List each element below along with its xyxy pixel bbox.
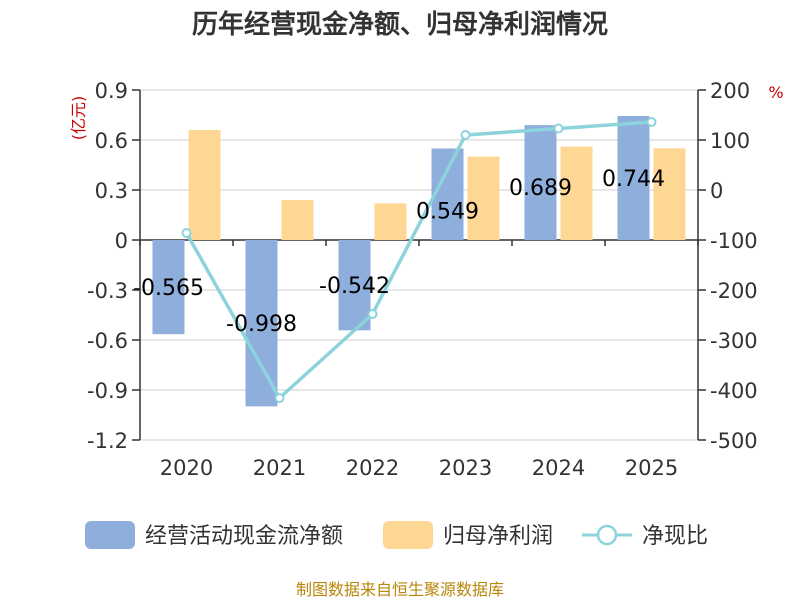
x-tick-label: 2022 [346, 456, 399, 480]
data-label-cashflow: -0.542 [319, 274, 390, 299]
left-axis-unit: (亿元) [69, 96, 88, 141]
chart-title: 历年经营现金净额、归母净利润情况 [192, 9, 608, 40]
bar-profit [188, 130, 221, 240]
left-tick-label: 0 [115, 229, 128, 253]
ratio-point [460, 130, 471, 140]
bar-profit [560, 146, 593, 240]
data-label-cashflow: -0.998 [226, 312, 297, 337]
gridlines [140, 89, 698, 441]
source-note: 制图数据来自恒生聚源数据库 [296, 580, 504, 599]
x-tick-label: 2025 [625, 456, 678, 480]
right-tick-label: 100 [710, 129, 750, 153]
legend-label-ratio: 净现比 [642, 524, 708, 549]
legend: 经营活动现金流净额 归母净利润 净现比 [85, 521, 708, 549]
left-axis-ticks: 0.9 0.6 0.3 0 -0.3 -0.6 -0.9 -1.2 [87, 79, 140, 453]
right-axis-ticks: 200 100 0 -100 -200 -300 -400 -500 [698, 79, 758, 453]
line-series [181, 117, 657, 403]
ratio-point [181, 228, 192, 238]
bar-profit [467, 156, 500, 240]
left-tick-label: -0.9 [87, 379, 128, 403]
data-labels: -0.565 -0.998 -0.542 0.549 0.689 0.744 [133, 167, 665, 337]
left-tick-label: 0.6 [95, 129, 128, 153]
bar-cashflow [617, 116, 650, 240]
x-axis-ticks: 2020 2021 2022 2023 2024 2025 [160, 456, 678, 480]
bar-cashflow [338, 240, 371, 331]
legend-swatch-profit [383, 521, 433, 549]
x-tick-label: 2021 [253, 456, 306, 480]
ratio-point [553, 123, 564, 134]
right-tick-label: -500 [710, 429, 758, 453]
right-axis-unit: % [768, 83, 783, 102]
ratio-point [367, 309, 378, 319]
bar-cashflow [245, 240, 278, 407]
ratio-point [274, 393, 285, 403]
left-tick-label: 0.9 [95, 79, 128, 103]
right-tick-label: 200 [710, 79, 750, 103]
legend-swatch-cashflow [85, 521, 135, 549]
legend-label-profit: 归母净利润 [443, 524, 553, 549]
left-tick-label: 0.3 [95, 179, 128, 203]
bar-profit [374, 203, 407, 240]
data-label-cashflow: -0.565 [133, 276, 204, 301]
right-tick-label: -200 [710, 279, 758, 303]
x-tick-label: 2024 [532, 456, 585, 480]
right-tick-label: -400 [710, 379, 758, 403]
ratio-point [646, 117, 657, 127]
x-tick-label: 2023 [439, 456, 492, 480]
bar-cashflow [524, 125, 557, 240]
data-label-cashflow: 0.549 [416, 200, 479, 225]
legend-label-cashflow: 经营活动现金流净额 [145, 524, 343, 549]
bar-cashflow [431, 148, 464, 240]
bar-profit [281, 200, 314, 240]
left-tick-label: -0.6 [87, 329, 128, 353]
bar-profit [653, 148, 686, 240]
data-label-cashflow: 0.689 [509, 176, 572, 201]
right-tick-label: -100 [710, 229, 758, 253]
legend-marker-ratio [596, 524, 618, 546]
right-tick-label: -300 [710, 329, 758, 353]
bar-series [152, 116, 686, 407]
ratio-line [184, 120, 652, 400]
left-tick-label: -1.2 [87, 429, 128, 453]
data-label-cashflow: 0.744 [602, 167, 665, 192]
axes [139, 90, 699, 440]
left-tick-label: -0.3 [87, 279, 128, 303]
bar-cashflow [152, 240, 185, 335]
right-tick-label: 0 [710, 179, 723, 203]
x-tick-label: 2020 [160, 456, 213, 480]
